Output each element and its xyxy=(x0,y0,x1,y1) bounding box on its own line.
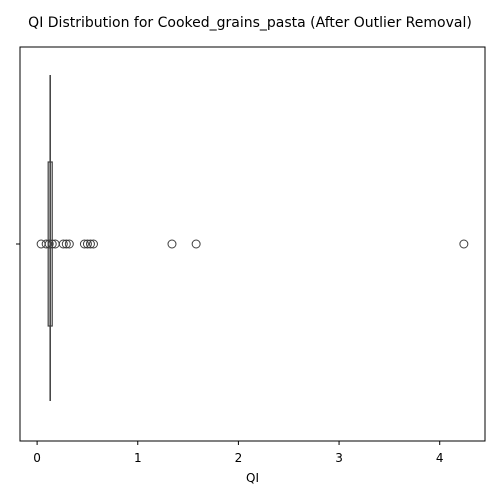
outlier xyxy=(41,239,51,249)
outlier xyxy=(44,239,54,249)
outlier xyxy=(79,239,89,249)
outlier xyxy=(47,239,57,249)
outlier xyxy=(167,239,177,249)
outlier xyxy=(459,239,469,249)
outlier xyxy=(82,239,92,249)
x-tick-label: 0 xyxy=(33,451,41,465)
outlier xyxy=(191,239,201,249)
outlier xyxy=(88,239,98,249)
x-axis-label: QI xyxy=(246,471,259,485)
x-tick-label: 2 xyxy=(235,451,243,465)
x-tick-label: 4 xyxy=(436,451,444,465)
x-tick-label: 1 xyxy=(134,451,142,465)
outlier xyxy=(64,239,74,249)
outlier xyxy=(85,239,95,249)
outlier xyxy=(58,239,68,249)
x-tick-label: 3 xyxy=(335,451,343,465)
chart-title: QI Distribution for Cooked_grains_pasta … xyxy=(28,15,472,31)
outlier xyxy=(61,239,71,249)
